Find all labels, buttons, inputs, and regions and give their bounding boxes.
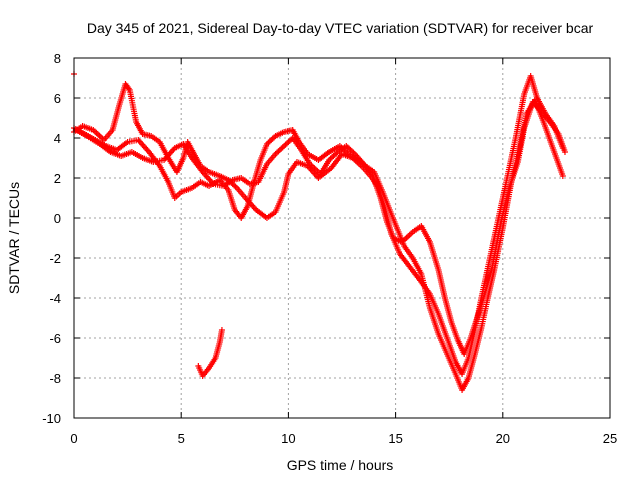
y-tick-label: -10	[42, 411, 61, 426]
data-points	[71, 71, 568, 393]
x-tick-label: 20	[496, 431, 510, 446]
y-tick-label: -2	[49, 251, 61, 266]
y-tick-label: 2	[54, 171, 61, 186]
y-tick-label: 6	[54, 91, 61, 106]
y-tick-label: -6	[49, 331, 61, 346]
series-track-5	[195, 327, 225, 379]
y-tick-label: 0	[54, 211, 61, 226]
y-tick-label: -4	[49, 291, 61, 306]
y-tick-label: -8	[49, 371, 61, 386]
plot-frame	[73, 57, 611, 419]
series-track-2	[71, 73, 566, 377]
y-tick-label: 4	[54, 131, 61, 146]
data-point	[561, 149, 568, 155]
chart-title: Day 345 of 2021, Sidereal Day-to-day VTE…	[87, 20, 594, 36]
x-tick-label: 5	[178, 431, 185, 446]
axis-ticks: 0 5 10 15 20 25 -10 -8 -6 -4 -2 0 2 4 6 8	[42, 51, 617, 446]
series-track-3	[71, 99, 568, 357]
x-tick-label: 0	[70, 431, 77, 446]
data-point	[218, 327, 225, 333]
x-axis-label: GPS time / hours	[287, 457, 394, 473]
x-tick-label: 15	[388, 431, 402, 446]
y-axis-label: SDTVAR / TECUs	[6, 182, 22, 294]
y-tick-label: 8	[54, 51, 61, 66]
x-tick-label: 25	[603, 431, 617, 446]
x-tick-label: 10	[281, 431, 295, 446]
series-track-4	[73, 97, 566, 393]
data-point	[559, 173, 566, 179]
